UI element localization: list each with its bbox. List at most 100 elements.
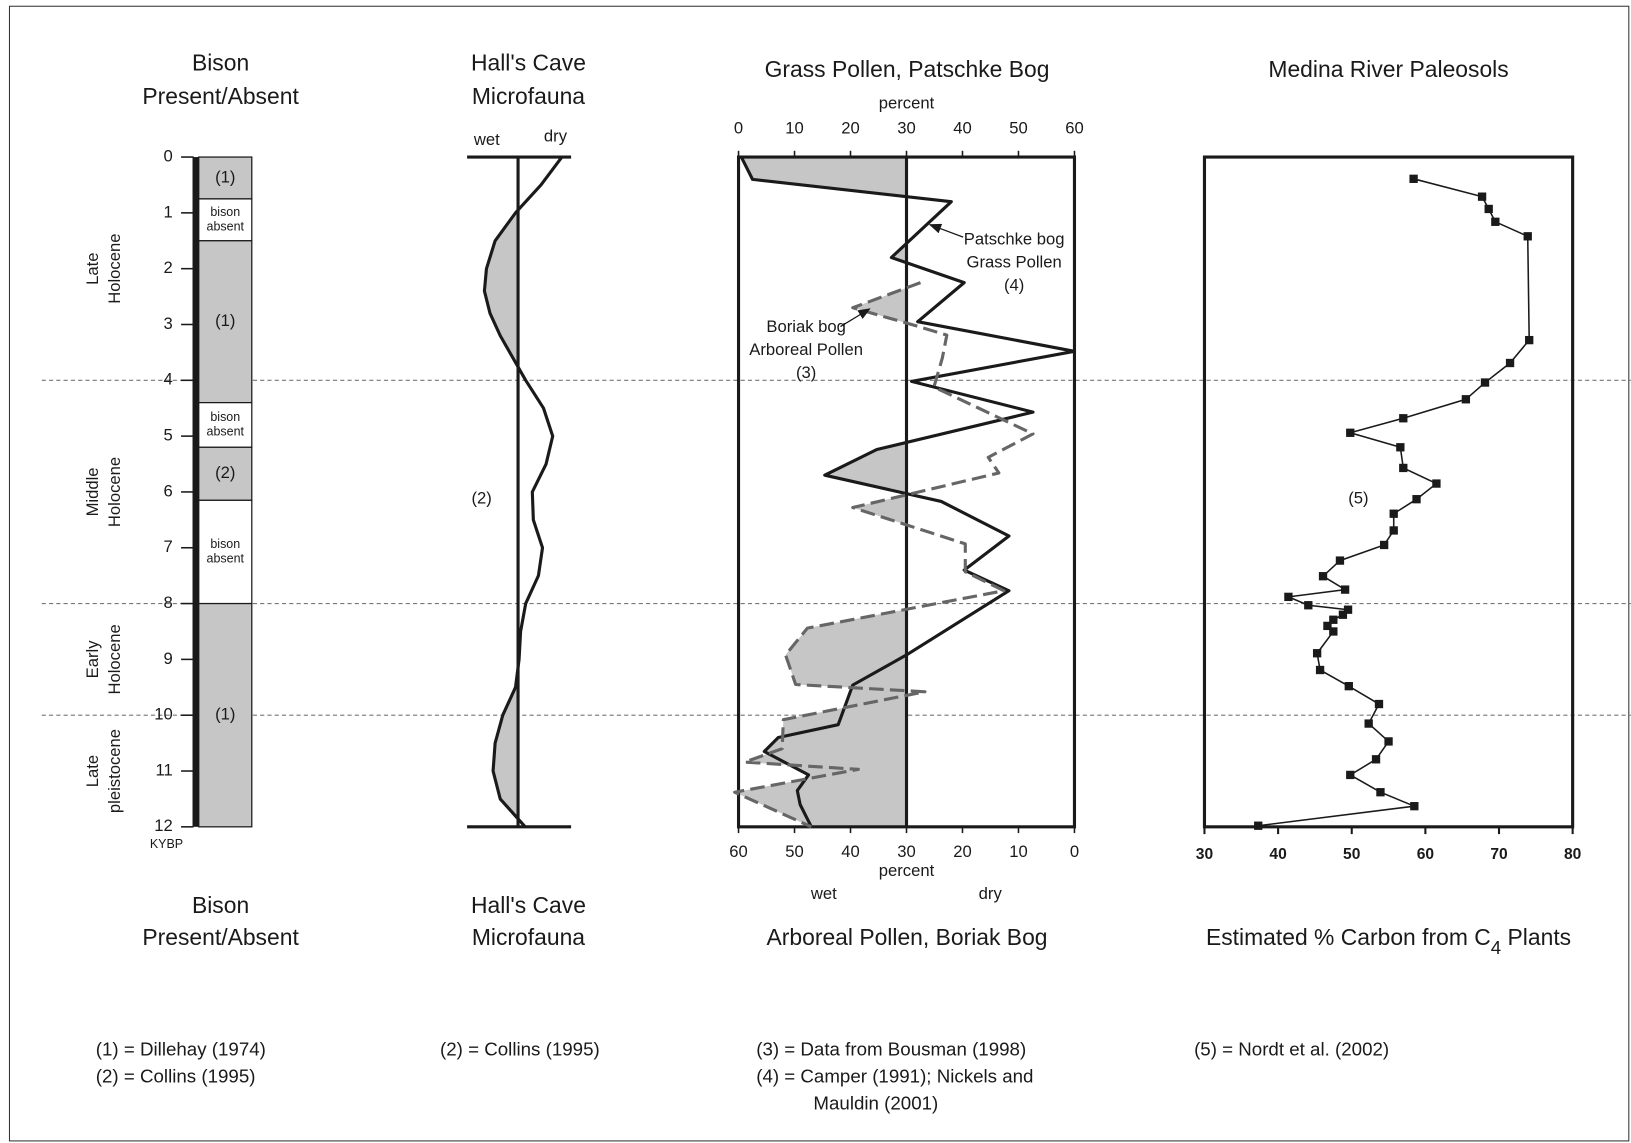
y-tick-label: 10 <box>154 705 173 724</box>
marker <box>1346 770 1355 780</box>
y-tick-label: 7 <box>164 537 173 556</box>
marker <box>1335 556 1345 565</box>
marker <box>1410 802 1419 811</box>
wet-label: wet <box>810 884 837 903</box>
x-axis-label: percent <box>879 93 935 112</box>
segment-label: absent <box>207 219 245 233</box>
annotation: Arboreal Pollen <box>749 340 863 359</box>
marker <box>1399 463 1408 473</box>
segment-label: (1) <box>215 311 235 330</box>
annotation: Grass Pollen <box>967 253 1062 272</box>
footnote: (2) = Collins (1995) <box>440 1038 600 1059</box>
y-tick-label: 3 <box>164 314 173 333</box>
marker <box>1304 601 1313 610</box>
y-tick-label: 4 <box>164 370 173 389</box>
marker <box>1344 682 1353 691</box>
series-line <box>733 281 1035 829</box>
era-label: Late <box>83 755 102 787</box>
marker <box>1384 737 1393 746</box>
x2-tick-label: 10 <box>1009 842 1028 861</box>
footnote: Mauldin (2001) <box>813 1092 938 1113</box>
footnote: (2) = Collins (1995) <box>96 1065 256 1086</box>
x-tick-label: 80 <box>1564 846 1582 863</box>
wet-label: wet <box>473 130 500 149</box>
series-line <box>739 156 1077 828</box>
marker <box>1374 699 1384 709</box>
era-label: pleistocene <box>105 729 124 813</box>
panel-title: Present/Absent <box>142 83 299 109</box>
era-label: Holocene <box>105 457 124 527</box>
x-tick-label: 40 <box>953 118 972 137</box>
annotation: Boriak bog <box>766 317 845 336</box>
y-tick-label: 0 <box>164 146 173 165</box>
series-line <box>482 156 564 828</box>
bottom-title: Arboreal Pollen, Boriak Bog <box>767 924 1048 950</box>
x-tick-label: 40 <box>1269 846 1287 863</box>
x-tick-label: 50 <box>1009 118 1028 137</box>
x2-tick-label: 20 <box>953 842 972 861</box>
x-tick-label: 50 <box>1343 846 1361 863</box>
bottom-title: Microfauna <box>472 924 585 950</box>
x-tick-label: 70 <box>1490 846 1508 863</box>
segment <box>198 240 253 404</box>
marker <box>1396 443 1405 452</box>
footnote: (5) = Nordt et al. (2002) <box>1194 1038 1389 1059</box>
x-tick-label: 20 <box>841 118 860 137</box>
marker <box>1318 572 1328 581</box>
marker <box>1340 585 1350 594</box>
segment-label: (1) <box>215 167 235 186</box>
x-tick-label: 30 <box>1196 846 1214 863</box>
marker <box>1480 378 1490 387</box>
x-tick-label: 0 <box>734 118 743 137</box>
segment <box>198 156 253 200</box>
panel-title: Hall's Cave <box>471 50 586 76</box>
y-tick-label: 9 <box>164 649 173 668</box>
bottom-title: Bison <box>192 892 249 918</box>
page-border <box>8 5 1630 1142</box>
marker <box>1525 335 1534 345</box>
era-label: Holocene <box>105 234 124 304</box>
segment-label: absent <box>207 552 245 566</box>
marker <box>1412 495 1421 504</box>
segment-label: (1) <box>215 705 235 724</box>
x2-tick-label: 60 <box>729 842 748 861</box>
segment <box>198 602 253 828</box>
y-tick-label: 12 <box>154 816 173 835</box>
marker <box>1389 509 1398 518</box>
annotation: (4) <box>1004 275 1024 294</box>
footnote: (3) = Data from Bousman (1998) <box>756 1038 1026 1059</box>
marker <box>1379 540 1389 550</box>
segment-label: bison <box>210 537 240 551</box>
x2-axis-label: percent <box>879 861 935 880</box>
marker <box>1371 755 1381 764</box>
marker <box>1346 428 1355 437</box>
y-tick-label: 11 <box>155 760 172 779</box>
segment-label: bison <box>210 410 240 424</box>
footnote: (1) = Dillehay (1974) <box>96 1038 266 1059</box>
bottom-title: Present/Absent <box>142 924 299 950</box>
x2-tick-label: 30 <box>897 842 916 861</box>
annotation: (5) <box>1348 489 1368 508</box>
marker <box>1338 610 1348 619</box>
y-tick-label: 6 <box>164 481 173 500</box>
axis-bar <box>192 157 199 827</box>
y-tick-label: 5 <box>164 426 173 445</box>
segment-label: (2) <box>215 463 235 482</box>
series-line <box>1258 178 1530 827</box>
marker <box>1484 204 1493 214</box>
x-tick-label: 60 <box>1417 846 1435 863</box>
x2-tick-label: 50 <box>785 842 804 861</box>
marker <box>1389 526 1398 535</box>
marker <box>1376 788 1385 797</box>
dry-label: dry <box>544 127 568 146</box>
panel-frame <box>1202 155 1575 829</box>
annotation: (3) <box>796 363 816 382</box>
marker <box>1477 192 1487 201</box>
annotation-arrow <box>928 223 964 238</box>
marker <box>1523 232 1532 241</box>
segment-label: absent <box>207 425 245 439</box>
marker <box>1491 217 1500 226</box>
marker <box>1312 649 1322 658</box>
marker <box>1399 414 1408 423</box>
